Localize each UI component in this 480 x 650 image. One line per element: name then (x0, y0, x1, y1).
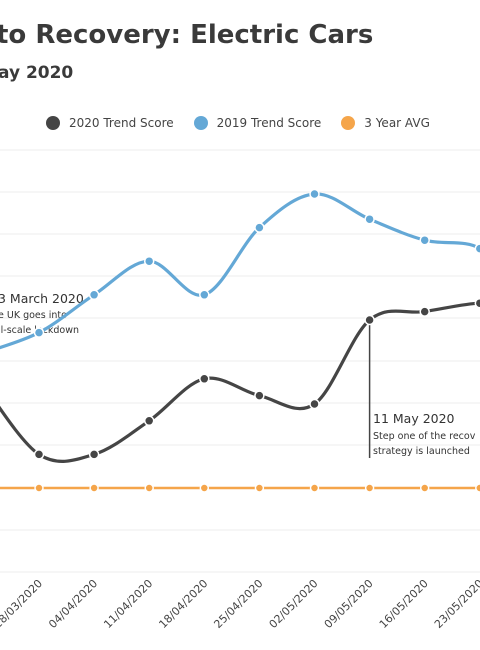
x-tick-label: 18/04/2020 (156, 577, 210, 631)
x-tick-label: 11/04/2020 (101, 577, 155, 631)
series-3-year-avg (0, 483, 480, 493)
x-tick-label: 16/05/2020 (377, 577, 431, 631)
data-point[interactable] (144, 483, 154, 493)
data-point[interactable] (309, 483, 320, 493)
data-point[interactable] (199, 373, 210, 385)
legend-label-3yr-avg: 3 Year AVG (364, 116, 430, 130)
data-point[interactable] (34, 483, 44, 493)
x-tick-label: 28/03/2020 (0, 577, 45, 631)
data-point[interactable] (419, 483, 430, 493)
chart-subtitle: ay 2020 (0, 63, 74, 83)
data-point[interactable] (364, 213, 375, 225)
legend-swatch-2019 (193, 116, 208, 130)
legend-swatch-3yr-avg (341, 116, 356, 130)
x-tick-label: 23/05/2020 (432, 577, 480, 631)
data-point[interactable] (309, 398, 320, 410)
annotation-title-lockdown: 3 March 2020 (0, 291, 84, 306)
x-tick-label: 25/04/2020 (211, 577, 265, 631)
x-tick-label: 09/05/2020 (322, 577, 376, 631)
data-point[interactable] (143, 415, 155, 427)
annotation-title-recovery: 11 May 2020 (373, 411, 455, 426)
legend-item-3yr-avg[interactable]: 3 Year AVG (341, 116, 430, 130)
legend-label-2020: 2020 Trend Score (69, 116, 174, 130)
data-point[interactable] (254, 222, 265, 233)
x-axis-tick-labels: 28/03/2020 04/04/2020 11/04/2020 18/04/2020… (0, 577, 480, 631)
data-point[interactable] (474, 297, 480, 309)
data-point[interactable] (474, 243, 480, 254)
data-point[interactable] (419, 234, 430, 246)
data-point[interactable] (88, 449, 100, 460)
legend-item-2019[interactable]: 2019 Trend Score (193, 116, 322, 130)
data-point[interactable] (89, 483, 99, 493)
annotation-text-recovery: Step one of the recov (373, 431, 476, 442)
data-point[interactable] (475, 483, 480, 493)
gridlines (0, 149, 480, 573)
data-point[interactable] (88, 289, 100, 301)
data-point[interactable] (33, 327, 45, 338)
chart-title: to Recovery: Electric Cars (0, 20, 374, 50)
legend: 2020 Trend Score 2019 Trend Score 3 Year… (46, 113, 450, 133)
data-point[interactable] (254, 483, 265, 493)
x-tick-label: 02/05/2020 (267, 577, 321, 631)
legend-label-2019: 2019 Trend Score (216, 116, 322, 130)
data-point[interactable] (364, 483, 375, 493)
legend-swatch-2020 (46, 116, 60, 130)
data-point[interactable] (199, 289, 210, 301)
data-point[interactable] (143, 255, 155, 267)
data-point[interactable] (199, 483, 210, 493)
data-point[interactable] (364, 314, 375, 326)
series-2020-trend-score (0, 297, 480, 463)
annotation-text-lockdown: e UK goes into (0, 310, 67, 321)
series-lines (0, 188, 480, 493)
data-point[interactable] (419, 306, 430, 317)
data-point[interactable] (33, 449, 45, 460)
series-2019-trend-score (0, 188, 480, 350)
data-point[interactable] (309, 188, 320, 200)
legend-item-2020[interactable]: 2020 Trend Score (46, 116, 174, 130)
x-tick-label: 04/04/2020 (46, 577, 100, 631)
annotation-text-recovery: strategy is launched (373, 446, 470, 457)
data-point[interactable] (254, 390, 265, 401)
